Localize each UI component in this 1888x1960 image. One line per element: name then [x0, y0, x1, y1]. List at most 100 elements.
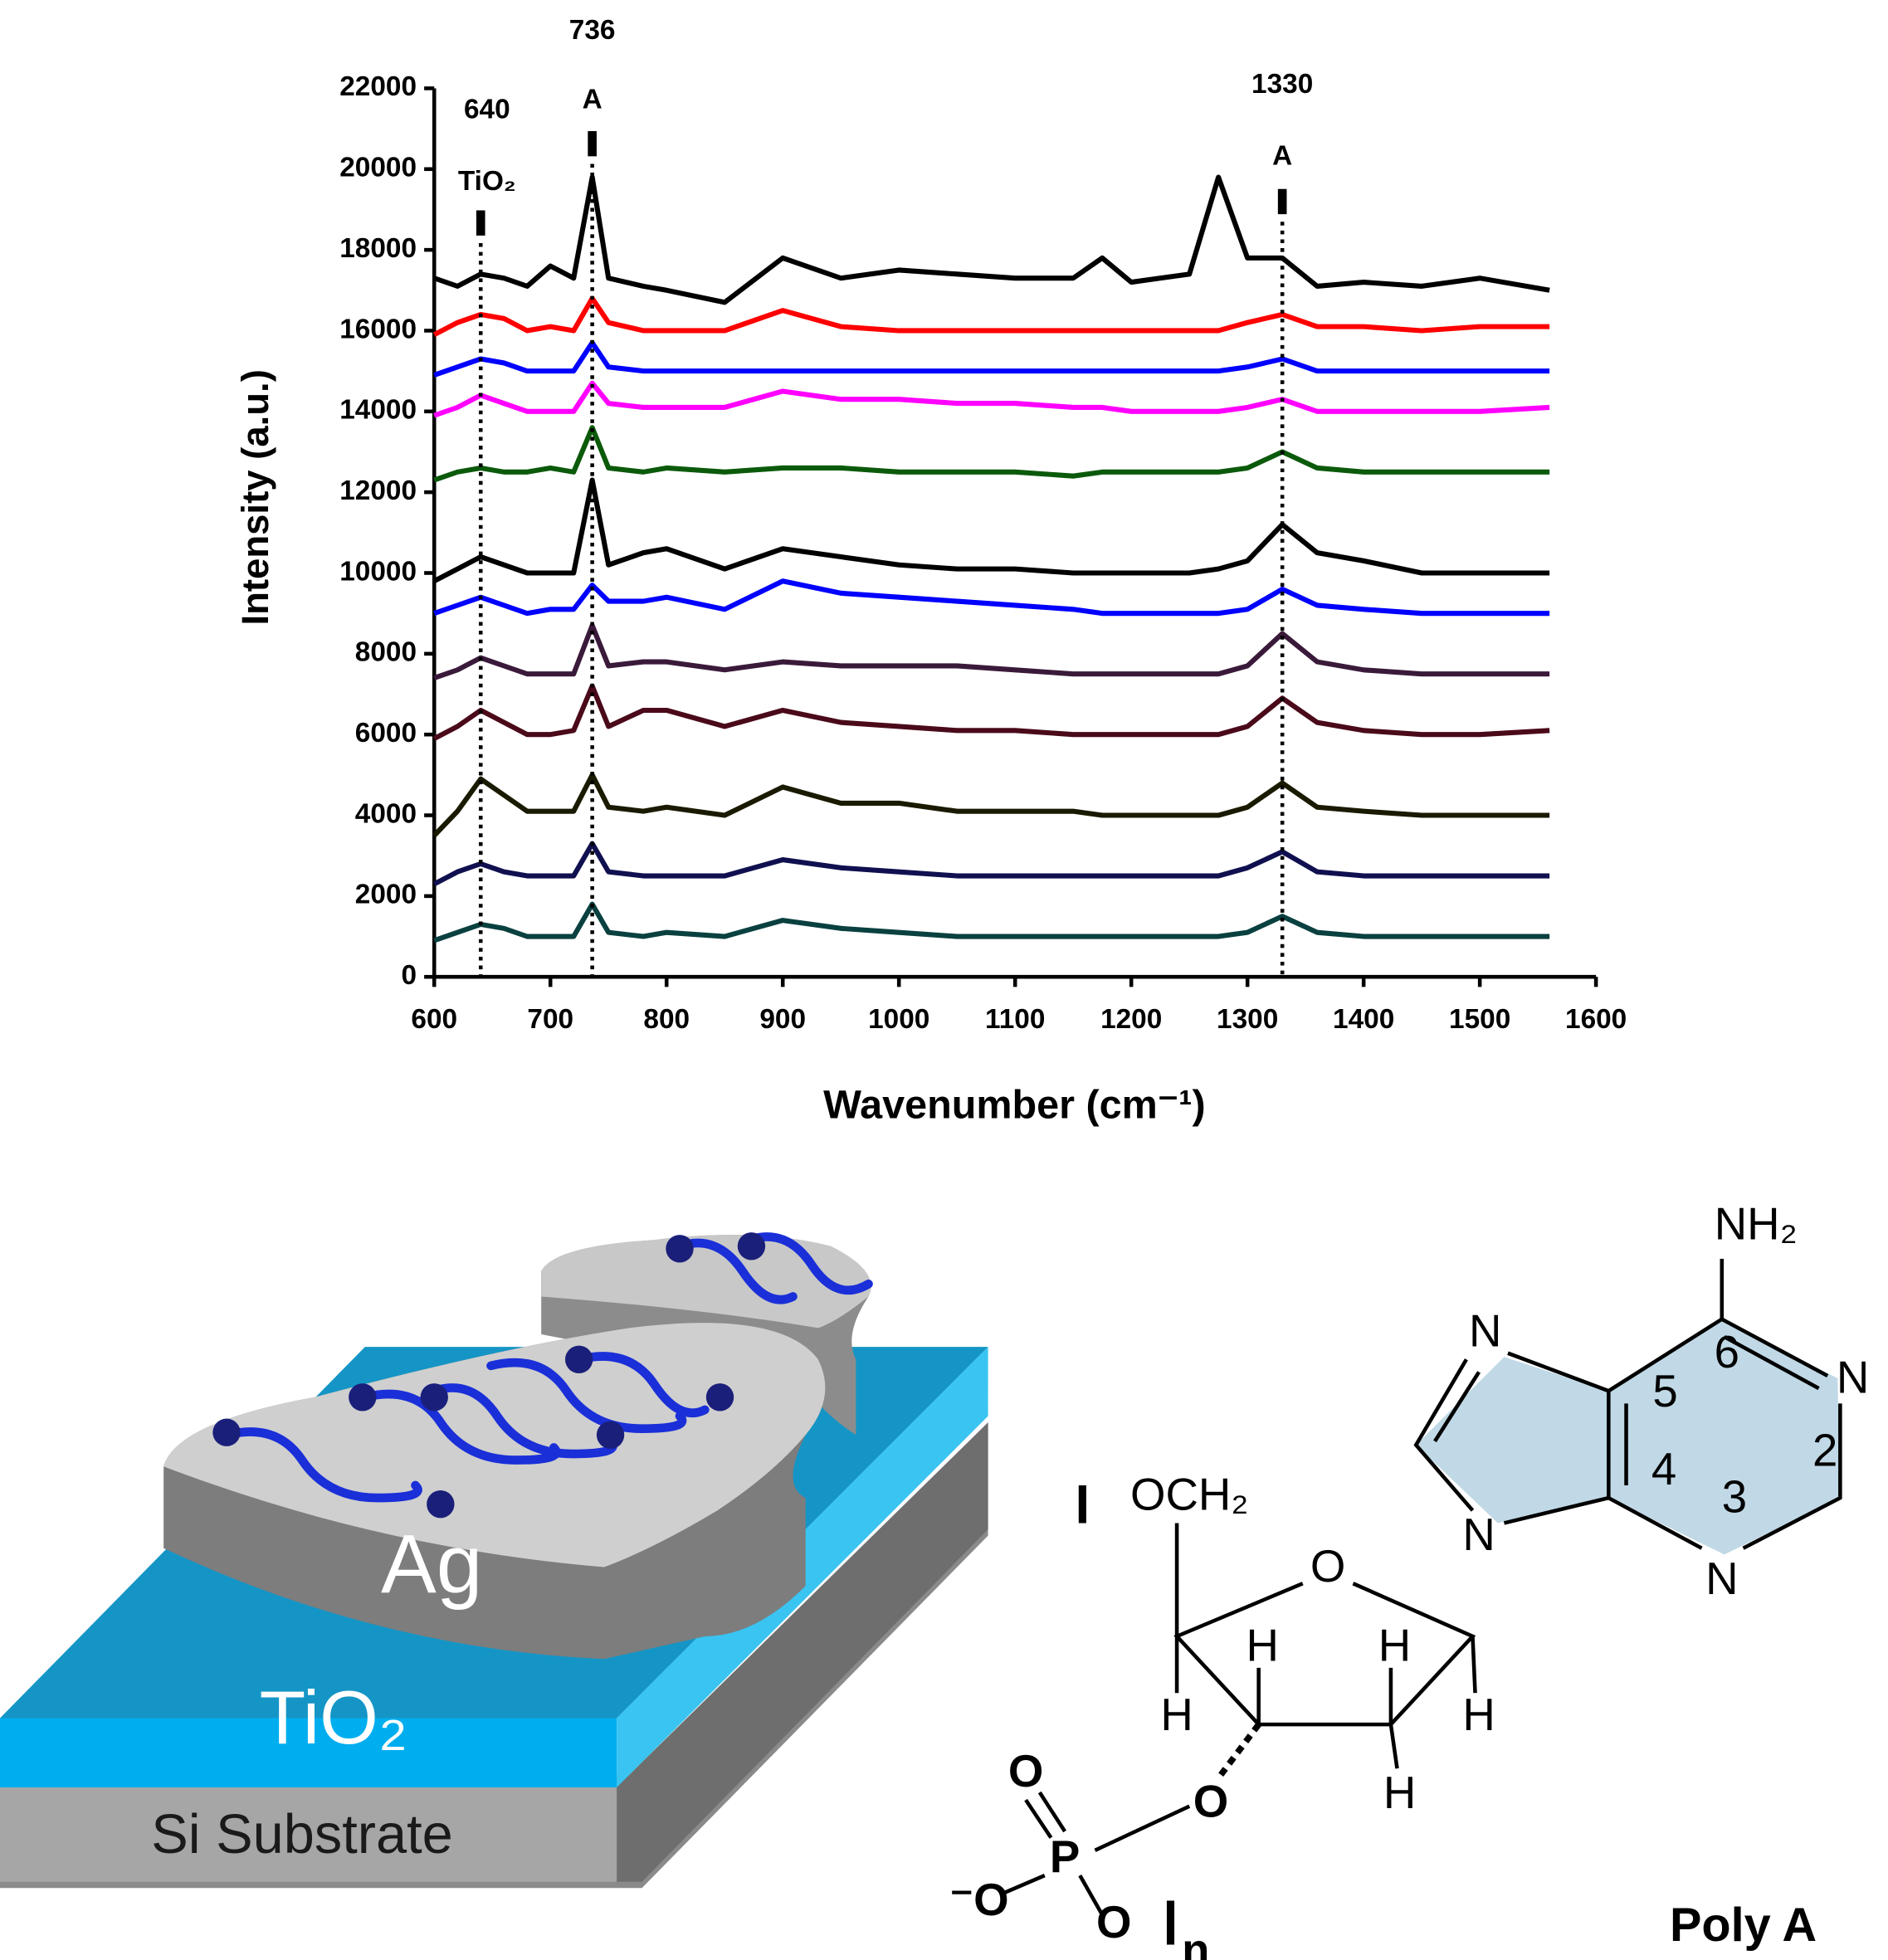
x-tick-label: 1300: [1217, 1004, 1278, 1035]
spectrum-line: [433, 578, 1550, 617]
y-tick-label: 10000: [339, 556, 417, 587]
tio2-front: [0, 1718, 617, 1787]
y-tick-label: 20000: [339, 153, 417, 183]
y-tick-label: 12000: [339, 475, 417, 506]
bond: [1471, 1636, 1477, 1694]
chart: Intensity (a.u.) Wavenumber (cm⁻¹) 0 2000…: [234, 15, 1627, 1128]
y-tick-label: 14000: [339, 395, 417, 426]
y-tick-label: 8000: [355, 637, 417, 668]
spectrum-line: [433, 380, 1550, 418]
x-axis-label: Wavenumber (cm⁻¹): [823, 1083, 1206, 1128]
y-tick-label: 6000: [355, 718, 417, 748]
spectrum-line: [432, 477, 1550, 583]
ag-label: Ag: [381, 1518, 482, 1611]
bond: [999, 1874, 1046, 1896]
atom-label: N: [1469, 1305, 1501, 1356]
molecule: [999, 1258, 1842, 1945]
y-axis-label: Intensity (a.u.): [234, 369, 276, 625]
strand: [486, 1358, 687, 1434]
atom-label: 3: [1722, 1472, 1747, 1523]
atom-label: 5: [1652, 1366, 1677, 1416]
atom-label: H: [1383, 1767, 1416, 1818]
y-tick-label: 16000: [339, 314, 417, 344]
bond: [1413, 1358, 1475, 1512]
tio2-label: TiO₂: [260, 1676, 408, 1760]
strand: [744, 1232, 873, 1295]
atom-label: N: [1837, 1352, 1869, 1402]
atom-label: 6: [1715, 1327, 1739, 1377]
x-tick-label: 1500: [1449, 1004, 1510, 1035]
atom-label: P: [1050, 1831, 1080, 1882]
spectrum-line: [432, 683, 1550, 741]
dna-strands: [222, 1232, 873, 1503]
x-tick-label: 1200: [1100, 1004, 1162, 1035]
spectrum-line: [433, 901, 1550, 943]
peak-label: 1330: [1251, 69, 1313, 100]
star: [737, 1232, 766, 1260]
strand: [429, 1383, 617, 1459]
bond: [1742, 1403, 1842, 1550]
spectrum-line: [433, 174, 1550, 305]
si-front: [0, 1787, 617, 1882]
bond: [1037, 1791, 1067, 1833]
bond: [1723, 1334, 1820, 1391]
atom-label: 2: [1812, 1425, 1837, 1475]
y-tick-label: 2000: [355, 880, 417, 910]
star: [212, 1418, 241, 1446]
x-tick-label: 600: [411, 1004, 457, 1035]
peak-note: A: [583, 84, 603, 115]
spectrum-line: [433, 340, 1550, 378]
y-tick-label: 0: [401, 960, 417, 991]
y-tick-label: 18000: [339, 233, 417, 264]
ag-front-top: [163, 1323, 826, 1568]
atom-label: H: [1160, 1689, 1193, 1740]
ring-fill: [1608, 1319, 1841, 1555]
device-diagram: Ag TiO₂ Si Substrate: [0, 1232, 988, 1889]
bond: [1173, 1582, 1476, 1727]
atom-label: O: [1310, 1541, 1345, 1592]
spectrum-line: [433, 425, 1550, 483]
strand: [675, 1238, 798, 1304]
atom-label: O: [1096, 1897, 1131, 1948]
x-tick-label: 1100: [985, 1004, 1045, 1035]
star: [666, 1235, 694, 1263]
spectrum-line: [432, 295, 1550, 338]
bond: [1094, 1804, 1191, 1852]
star: [564, 1345, 593, 1373]
bond: [1218, 1722, 1261, 1777]
si-label: Si Substrate: [151, 1804, 452, 1865]
star: [596, 1421, 625, 1449]
bond: [1433, 1371, 1481, 1443]
atom-label: n: [1182, 1925, 1209, 1960]
x-tick-label: 1600: [1565, 1004, 1627, 1035]
star: [427, 1490, 455, 1519]
atom-label: O: [1193, 1777, 1228, 1827]
caption: Poly A: [1670, 1899, 1817, 1952]
y-tick-label: 4000: [355, 798, 417, 829]
si-right: [617, 1422, 988, 1882]
bond: [1507, 1317, 1829, 1393]
strand: [360, 1389, 561, 1465]
star: [349, 1383, 377, 1411]
atom-label: NH₂: [1715, 1198, 1798, 1249]
x-tick-label: 800: [643, 1004, 690, 1035]
stars: [212, 1232, 766, 1519]
y-tick-label: 22000: [339, 71, 417, 102]
strand: [574, 1352, 710, 1417]
atom-label: N: [1705, 1553, 1738, 1604]
bond: [1078, 1874, 1104, 1914]
x-tick-label: 700: [527, 1004, 573, 1035]
atom-label: H: [1246, 1621, 1278, 1671]
peak-note: A: [1272, 141, 1292, 172]
atom-label: OCH₂: [1130, 1470, 1249, 1520]
spectrum-line: [433, 622, 1550, 680]
ag-back-top: [541, 1235, 871, 1329]
atom-label: H: [1462, 1689, 1495, 1740]
star: [705, 1383, 734, 1411]
atom-label: N: [1462, 1509, 1495, 1560]
atom-label: ⁻O: [949, 1875, 1008, 1925]
atom-label: H: [1378, 1621, 1411, 1671]
x-tick-label: 900: [759, 1004, 806, 1035]
